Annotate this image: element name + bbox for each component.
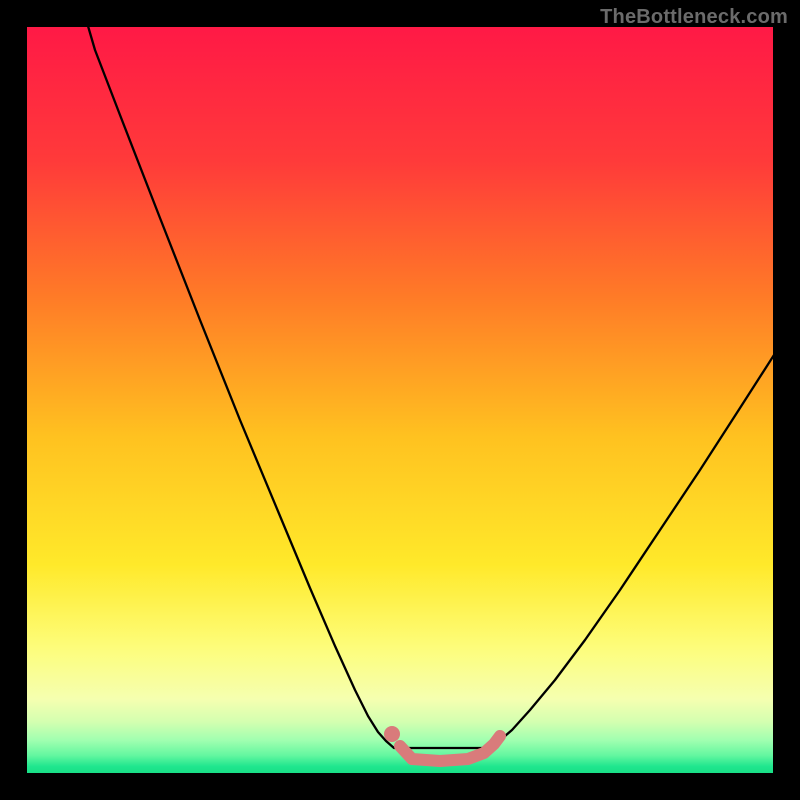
marker-dot xyxy=(384,726,400,742)
chart-svg xyxy=(0,0,800,800)
bottleneck-chart: TheBottleneck.com xyxy=(0,0,800,800)
watermark-text: TheBottleneck.com xyxy=(600,6,788,29)
plot-gradient xyxy=(26,26,774,774)
